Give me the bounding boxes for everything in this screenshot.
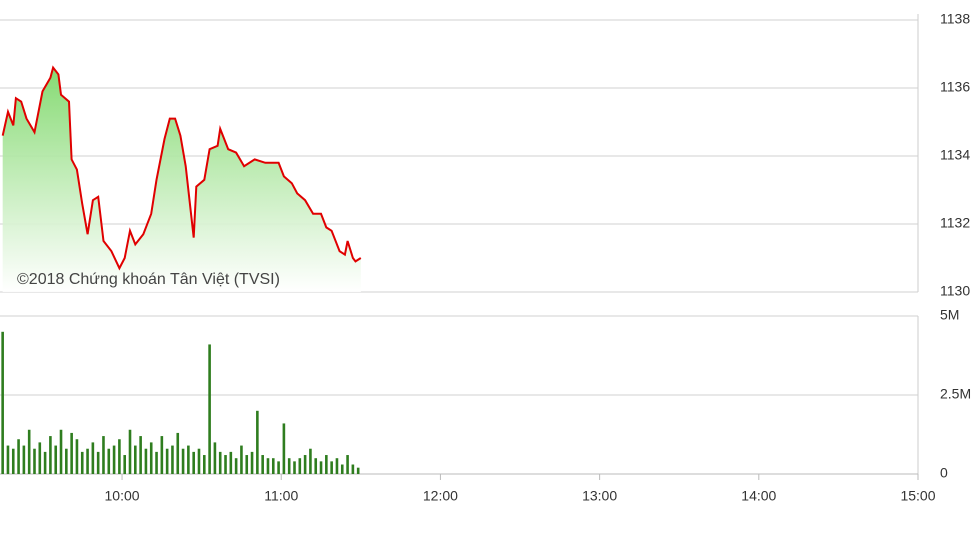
volume-bar bbox=[187, 445, 190, 474]
volume-bar bbox=[6, 445, 10, 474]
volume-bar bbox=[224, 455, 227, 474]
volume-bar bbox=[1, 331, 4, 474]
volume-bar bbox=[330, 461, 333, 474]
volume-bar bbox=[123, 455, 126, 474]
volume-bar bbox=[96, 451, 100, 474]
volume-bar bbox=[314, 458, 318, 474]
y-tick-label: 1138 bbox=[940, 11, 970, 27]
volume-bar bbox=[70, 432, 73, 474]
volume-bar bbox=[213, 442, 217, 474]
y-tick-label: 0 bbox=[940, 465, 948, 481]
volume-bar bbox=[165, 448, 169, 474]
volume-bar bbox=[65, 448, 68, 474]
watermark: ©2018 Chứng khoán Tân Việt (TVSI) bbox=[17, 271, 280, 288]
x-tick-label: 11:00 bbox=[264, 488, 298, 504]
volume-bar bbox=[245, 455, 249, 474]
volume-bar bbox=[287, 458, 291, 474]
volume-bar bbox=[266, 458, 270, 474]
volume-bar bbox=[181, 448, 185, 474]
volume-bar bbox=[22, 445, 26, 474]
volume-bar bbox=[27, 429, 31, 474]
volume-bar bbox=[298, 458, 302, 474]
volume-bar bbox=[43, 451, 47, 474]
volume-bar bbox=[356, 467, 360, 474]
volume-bar bbox=[59, 429, 63, 474]
volume-bar bbox=[282, 423, 286, 474]
volume-bar bbox=[86, 448, 89, 474]
volume-bar bbox=[49, 436, 52, 474]
volume-bar bbox=[271, 458, 275, 474]
volume-bar bbox=[234, 458, 238, 474]
volume-bar bbox=[144, 448, 148, 474]
volume-bar bbox=[340, 464, 344, 474]
volume-bar bbox=[112, 445, 116, 474]
volume-bar bbox=[11, 448, 15, 474]
x-tick-label: 14:00 bbox=[741, 488, 776, 504]
volume-bar bbox=[192, 451, 195, 474]
volume-bar bbox=[155, 451, 158, 474]
volume-bar bbox=[208, 344, 211, 474]
x-tick-label: 12:00 bbox=[423, 488, 458, 504]
volume-bar bbox=[107, 448, 111, 474]
volume-bar bbox=[160, 436, 164, 474]
volume-bar bbox=[80, 451, 84, 474]
x-tick-label: 10:00 bbox=[105, 488, 140, 504]
volume-bar bbox=[17, 439, 20, 474]
volume-bar bbox=[346, 455, 349, 474]
volume-bar bbox=[33, 448, 36, 474]
price-line bbox=[1, 65, 362, 271]
volume-bar bbox=[351, 464, 355, 474]
volume-bar bbox=[250, 451, 254, 474]
area-fill bbox=[2, 67, 361, 292]
volume-bar bbox=[218, 451, 222, 474]
volume-bar bbox=[229, 451, 233, 474]
volume-bar bbox=[75, 439, 79, 474]
y-tick-label: 5M bbox=[940, 307, 959, 323]
y-tick-label: 2.5M bbox=[940, 386, 971, 402]
volume-bar bbox=[256, 410, 259, 474]
volume-bar bbox=[277, 461, 280, 474]
y-tick-label: 1134 bbox=[940, 147, 970, 163]
volume-bar bbox=[91, 442, 95, 474]
volume-bar bbox=[102, 436, 105, 474]
volume-bar bbox=[202, 455, 206, 474]
volume-bar bbox=[149, 442, 153, 474]
volume-bar bbox=[54, 445, 58, 474]
volume-bar bbox=[171, 445, 174, 474]
volume-bar bbox=[309, 448, 312, 474]
volume-bar bbox=[261, 455, 264, 474]
volume-bar bbox=[197, 448, 201, 474]
volume-bar bbox=[134, 445, 137, 474]
volume-bar bbox=[293, 461, 296, 474]
volume-bar bbox=[139, 436, 142, 474]
y-tick-label: 1130 bbox=[940, 283, 970, 299]
volume-bar bbox=[38, 442, 42, 474]
volume-bar bbox=[240, 445, 243, 474]
y-tick-label: 1132 bbox=[940, 215, 970, 231]
volume-bar bbox=[335, 458, 339, 474]
volume-bar bbox=[128, 429, 132, 474]
volume-bar bbox=[325, 455, 328, 474]
y-tick-label: 1136 bbox=[940, 79, 970, 95]
x-tick-label: 13:00 bbox=[582, 488, 617, 504]
volume-bar bbox=[176, 432, 180, 474]
volume-bar bbox=[118, 439, 121, 474]
x-tick-label: 15:00 bbox=[900, 488, 935, 504]
volume-bar bbox=[303, 455, 307, 474]
volume-bar bbox=[319, 461, 323, 474]
